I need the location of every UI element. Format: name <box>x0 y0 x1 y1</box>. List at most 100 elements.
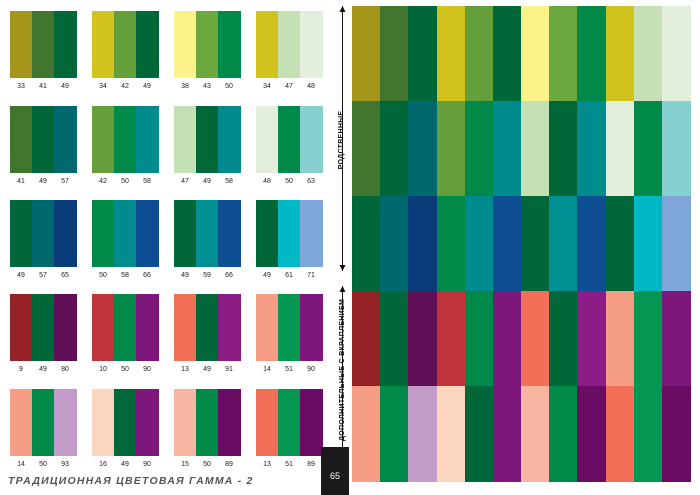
grid-cell <box>661 196 691 292</box>
grid-cell <box>352 196 381 292</box>
swatch-codes: 47 49 58 <box>174 176 240 188</box>
grid-cell <box>633 291 663 387</box>
swatch-code: 61 <box>285 272 293 279</box>
swatch-code: 65 <box>61 272 69 279</box>
swatch-code: 50 <box>225 83 233 90</box>
swatch-code: 16 <box>99 461 107 468</box>
color-band <box>300 11 323 78</box>
swatch-codes: 15 50 89 <box>174 459 240 471</box>
grid-cell <box>408 6 438 102</box>
color-band <box>218 200 241 267</box>
color-swatch <box>174 389 241 456</box>
color-band <box>92 389 115 456</box>
swatch-code: 49 <box>263 272 271 279</box>
swatch-code: 47 <box>181 178 189 185</box>
color-swatch <box>174 200 241 267</box>
grid-cell <box>549 386 578 482</box>
grid-cell <box>492 291 522 387</box>
label-related: РОДСТВЕННЫЕ <box>338 110 345 170</box>
swatch-code: 80 <box>61 366 69 373</box>
swatch-codes: 14 50 93 <box>10 459 76 471</box>
swatch-code: 49 <box>143 83 151 90</box>
swatch-codes: 49 57 65 <box>10 270 76 282</box>
color-band <box>136 106 159 173</box>
color-band <box>54 200 77 267</box>
swatch-code: 49 <box>17 272 25 279</box>
color-band <box>174 11 197 78</box>
color-band <box>218 11 241 78</box>
swatch-code: 50 <box>99 272 107 279</box>
grid-cell <box>380 6 409 102</box>
swatch-code: 57 <box>39 272 47 279</box>
swatch-codes: 50 58 66 <box>92 270 158 282</box>
swatch-code: 13 <box>181 366 189 373</box>
grid-cell <box>436 386 466 482</box>
grid-cell <box>521 196 550 292</box>
swatch-code: 50 <box>121 178 129 185</box>
color-band <box>256 11 279 78</box>
color-band <box>196 389 219 456</box>
swatch-codes: 41 49 57 <box>10 176 76 188</box>
swatch-code: 58 <box>121 272 129 279</box>
color-band <box>300 200 323 267</box>
swatch-code: 51 <box>285 461 293 468</box>
swatch-sheet: 33 41 49 34 42 49 38 43 50 34 47 48 41 49 57 42 50 58 47 49… <box>0 0 330 495</box>
grid-cell <box>605 101 635 197</box>
swatch-codes: 34 42 49 <box>92 81 158 93</box>
swatch-codes: 38 43 50 <box>174 81 240 93</box>
color-swatch <box>256 11 323 78</box>
color-band <box>256 294 279 361</box>
swatch-code: 89 <box>225 461 233 468</box>
color-band <box>256 200 279 267</box>
swatch-code: 71 <box>307 272 315 279</box>
swatch-code: 93 <box>61 461 69 468</box>
color-swatch <box>10 389 77 456</box>
color-band <box>10 106 33 173</box>
grid-cell <box>408 101 438 197</box>
swatch-code: 50 <box>285 178 293 185</box>
grid-cell <box>436 291 466 387</box>
color-swatch <box>10 11 77 78</box>
swatch-code: 49 <box>181 272 189 279</box>
color-band <box>32 106 55 173</box>
color-band <box>54 294 77 361</box>
color-band <box>278 200 301 267</box>
swatch-code: 42 <box>121 83 129 90</box>
color-band <box>92 294 115 361</box>
grid-cell <box>577 386 607 482</box>
color-band <box>174 106 197 173</box>
color-band <box>54 389 77 456</box>
grid-cell <box>549 101 578 197</box>
swatch-code: 51 <box>285 366 293 373</box>
swatch-code: 91 <box>225 366 233 373</box>
color-band <box>114 200 137 267</box>
color-band <box>300 106 323 173</box>
color-band <box>92 11 115 78</box>
swatch-code: 49 <box>203 366 211 373</box>
swatch-code: 49 <box>121 461 129 468</box>
grid-cell <box>605 291 635 387</box>
swatch-code: 10 <box>99 366 107 373</box>
grid-cell <box>408 386 438 482</box>
color-band <box>32 294 55 361</box>
swatch-codes: 48 50 63 <box>256 176 322 188</box>
swatch-code: 13 <box>263 461 271 468</box>
color-band <box>174 294 197 361</box>
color-swatch <box>92 106 159 173</box>
color-band <box>300 389 323 456</box>
swatch-codes: 13 49 91 <box>174 364 240 376</box>
swatch-code: 14 <box>263 366 271 373</box>
page-number: 65 <box>329 471 340 481</box>
grid-cell <box>577 6 607 102</box>
grid-cell <box>577 101 607 197</box>
color-swatch <box>10 294 77 361</box>
swatch-code: 50 <box>121 366 129 373</box>
swatch-code: 63 <box>307 178 315 185</box>
color-grid <box>352 6 691 482</box>
color-band <box>174 200 197 267</box>
color-swatch <box>174 294 241 361</box>
swatch-code: 15 <box>181 461 189 468</box>
grid-cell <box>577 196 607 292</box>
color-swatch <box>92 294 159 361</box>
grid-cell <box>464 386 494 482</box>
